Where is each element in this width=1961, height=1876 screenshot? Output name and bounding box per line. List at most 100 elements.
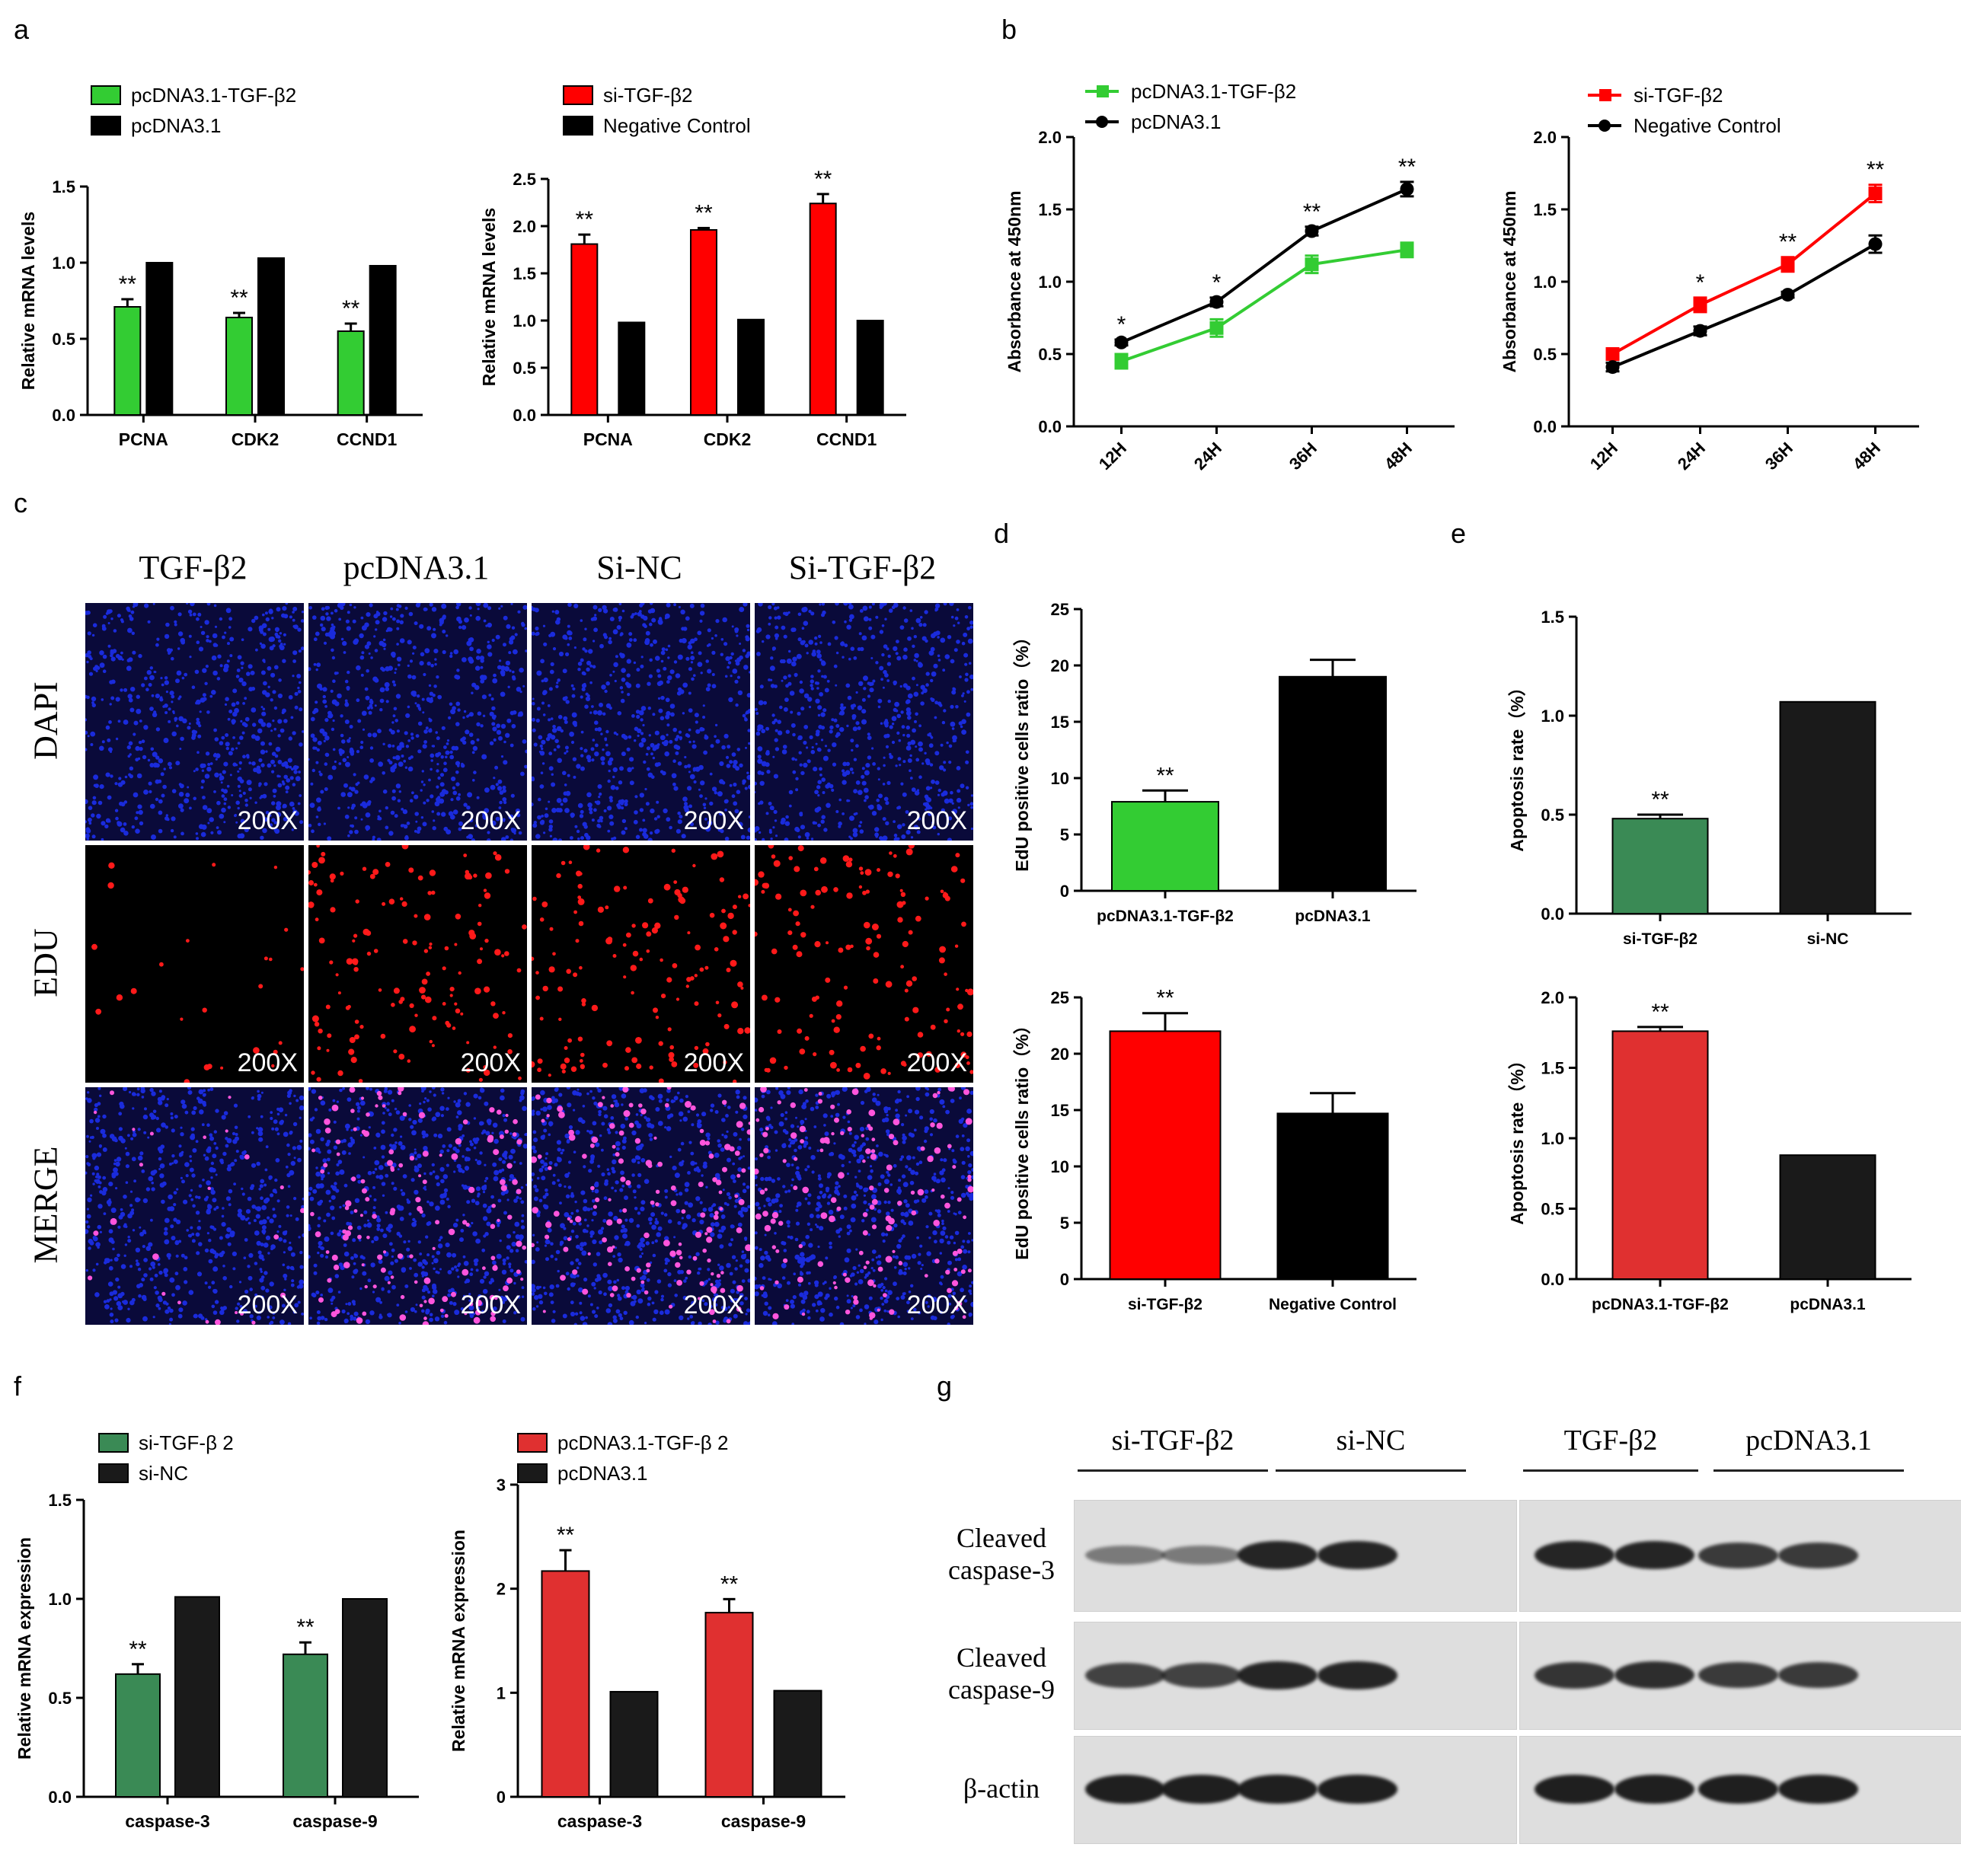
y-tick-label: 0.5 [1541, 806, 1564, 825]
panel-label-d: d [994, 518, 1010, 549]
micro-image-edu: 200X [84, 844, 305, 1084]
chart-b2-cck8-knockdown: 0.0 0.5 1.0 1.5 2.0 Absorbance at 450nm si-TGF… [1499, 84, 1919, 474]
legend-label: si-TGF-β2 [1634, 84, 1723, 107]
y-axis-label: Relative mRNA levels [479, 208, 499, 386]
x-tick-label: CDK2 [232, 429, 279, 449]
magnification-label: 200X [237, 806, 298, 835]
y-axis-label: Absorbance at 450nm [1499, 190, 1519, 372]
y-tick-label: 0.5 [1541, 1200, 1564, 1219]
x-tick-label: caspase-3 [557, 1811, 642, 1831]
y-tick-label: 0.5 [48, 1689, 72, 1708]
bar [1779, 700, 1876, 915]
data-point [1781, 288, 1795, 302]
y-tick-label: 2.5 [513, 170, 536, 189]
significance-label: ** [695, 200, 713, 225]
y-tick-label: 3 [497, 1476, 506, 1495]
panel-label-f: f [14, 1370, 22, 1402]
y-tick-label: 0.0 [1541, 904, 1564, 924]
data-point [1114, 354, 1129, 368]
x-tick-label: si-TGF-β2 [1623, 930, 1698, 948]
y-tick-label: 2.0 [1038, 128, 1062, 147]
chart-a1-tgf-overexpression-mrna: 0.0 0.5 1.0 1.5 Relative mRNA levels pcDNA3.1… [18, 84, 423, 449]
y-tick-label: 2.0 [1541, 988, 1564, 1007]
legend-swatch [91, 85, 121, 105]
cell-dots [308, 1087, 527, 1325]
data-point [1209, 295, 1224, 309]
y-tick-label: 0.5 [52, 330, 75, 349]
x-tick-label: 24H [1674, 439, 1709, 474]
y-tick-label: 1.5 [48, 1491, 72, 1510]
bar [342, 1598, 388, 1798]
micro-column-header: Si-NC [596, 549, 682, 586]
y-tick-label: 25 [1051, 988, 1069, 1007]
y-tick-label: 0.5 [1533, 345, 1557, 364]
micro-column-header: TGF-β2 [139, 549, 248, 586]
x-tick-label: pcDNA3.1 [1295, 908, 1371, 925]
blot-band [1238, 1541, 1317, 1569]
magnification-label: 200X [906, 1048, 967, 1077]
blot-group-line [1276, 1469, 1466, 1472]
blot-band [1614, 1541, 1694, 1569]
y-tick-label: 0.0 [52, 406, 75, 425]
y-tick-label: 1.0 [513, 311, 536, 330]
chart-e2-apoptosis-overexpression: 0.0 0.5 1.0 1.5 2.0 Apoptosis rate（%） ** pcDNA3… [1507, 988, 1911, 1313]
x-tick-label: si-TGF-β2 [1128, 1296, 1202, 1313]
significance-label: ** [1779, 230, 1797, 255]
legend-swatch [563, 85, 593, 105]
micro-image-merge: 200X [530, 1086, 752, 1326]
micro-image-edu: 200X [753, 844, 975, 1084]
micro-image-dapi: 200X [84, 601, 305, 842]
data-point [1693, 298, 1707, 312]
cell-dots [532, 845, 750, 1083]
blot-band [1698, 1775, 1778, 1804]
panel-label-a: a [14, 14, 30, 45]
y-tick-label: 1.5 [513, 264, 536, 283]
y-axis-label: Apoptosis rate（%） [1507, 678, 1527, 851]
x-tick-label: caspase-3 [125, 1811, 209, 1831]
y-tick-label: 25 [1051, 600, 1069, 619]
blot-group-label: TGF-β2 [1563, 1425, 1658, 1456]
legend-label: pcDNA3.1 [557, 1462, 648, 1485]
y-tick-label: 2.0 [513, 217, 536, 236]
bar [145, 262, 174, 416]
micro-row-label: DAPI [27, 681, 65, 760]
significance-label: ** [1651, 787, 1669, 812]
bar [737, 318, 765, 416]
x-tick-label: 48H [1381, 439, 1416, 474]
data-point [1781, 257, 1795, 272]
y-tick-label: 0.5 [513, 359, 536, 378]
micro-column-header: pcDNA3.1 [343, 549, 490, 586]
bar [541, 1570, 590, 1798]
legend-swatch [91, 116, 121, 136]
bar [369, 265, 397, 416]
bar [704, 1612, 754, 1798]
significance-label: ** [1303, 199, 1321, 225]
y-tick-label: 1.0 [48, 1590, 72, 1609]
bar [257, 257, 285, 416]
y-tick-label: 20 [1051, 1045, 1069, 1064]
y-tick-label: 1.5 [52, 177, 75, 196]
panel-label-c: c [14, 487, 27, 518]
blot-row-label-line: Cleaved [957, 1522, 1046, 1553]
blot-row-label-line: caspase-9 [948, 1674, 1055, 1705]
y-axis-label: Absorbance at 450nm [1004, 190, 1024, 372]
micro-column-header: Si-TGF-β2 [788, 549, 937, 586]
y-tick-label: 1.0 [52, 254, 75, 273]
significance-label: ** [129, 1637, 147, 1662]
chart-f2-caspase-overexpression: 0 1 2 3 Relative mRNA expression pcDNA3.1-TGF… [449, 1431, 845, 1831]
micro-image-dapi: 200X [307, 601, 529, 842]
significance-label: ** [720, 1571, 739, 1597]
panel-label-e: e [1451, 518, 1467, 549]
legend-swatch [517, 1433, 548, 1453]
micro-image-edu: 200X [307, 844, 529, 1084]
blot-band [1698, 1662, 1778, 1688]
y-tick-label: 2 [497, 1580, 506, 1599]
blot-band [1778, 1542, 1858, 1568]
y-tick-label: 1.0 [1541, 707, 1564, 726]
magnification-label: 200X [460, 1048, 521, 1077]
y-tick-label: 1.0 [1533, 273, 1557, 292]
data-point [1400, 182, 1414, 196]
panel-label-g: g [937, 1370, 953, 1402]
bar [113, 306, 142, 416]
blot-band [1535, 1661, 1614, 1689]
